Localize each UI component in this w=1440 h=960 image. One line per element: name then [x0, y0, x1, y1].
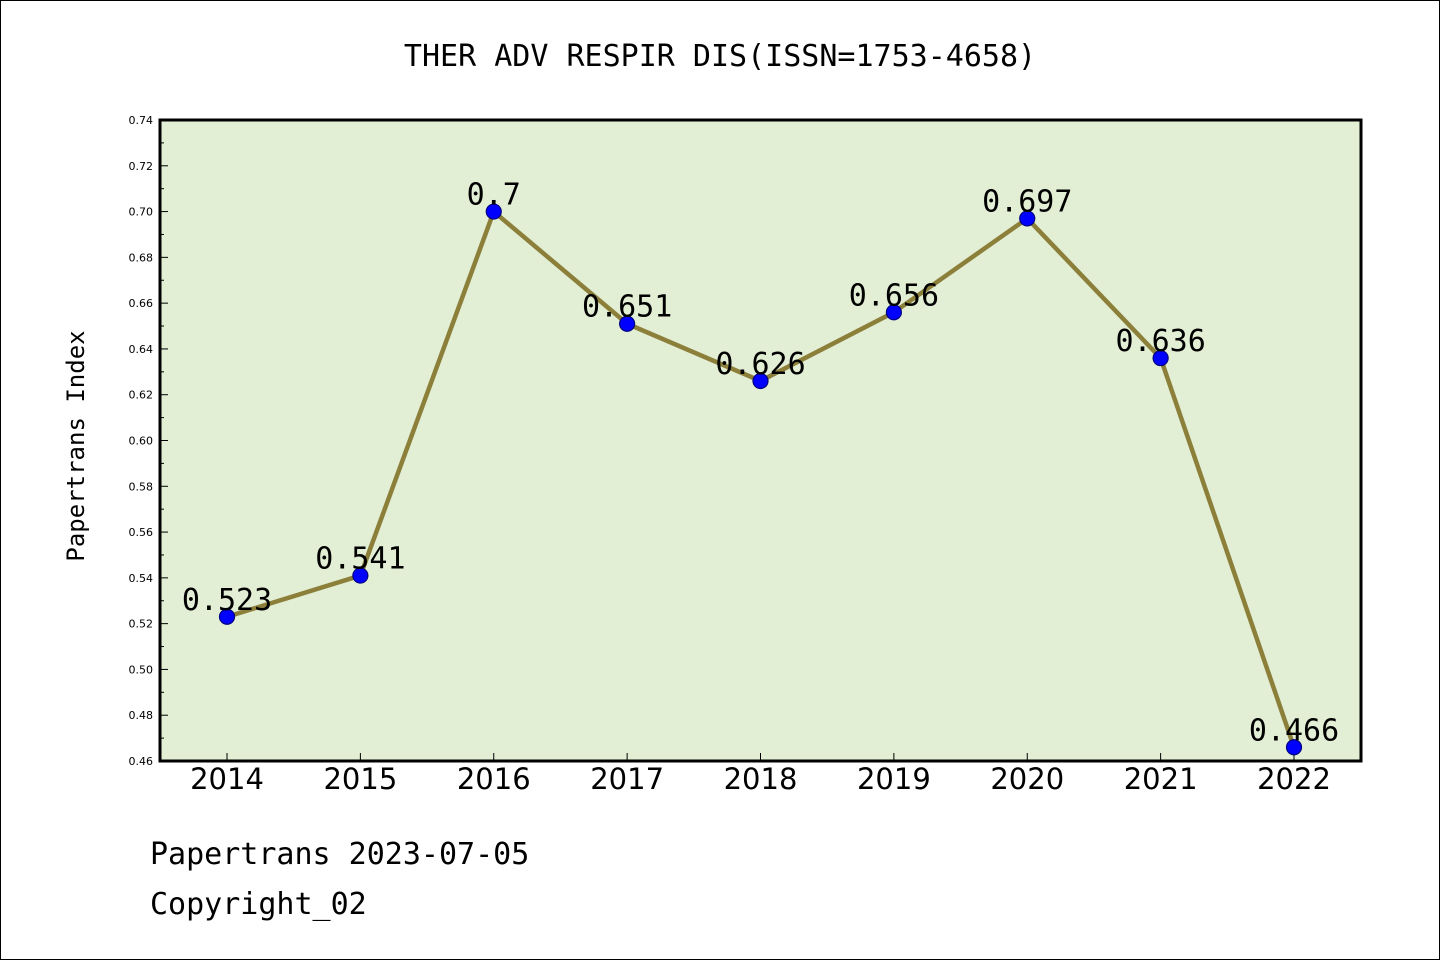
y-tick-label: 0.58 [129, 480, 154, 493]
x-tick-label: 2022 [1257, 762, 1331, 796]
data-point-label: 0.7 [467, 178, 521, 213]
x-tick-label: 2020 [990, 762, 1064, 796]
y-tick-label: 0.70 [129, 206, 154, 219]
data-point-label: 0.541 [315, 542, 405, 577]
y-tick-label: 0.46 [129, 755, 154, 768]
y-tick-label: 0.74 [129, 114, 154, 127]
x-tick-label: 2021 [1124, 762, 1198, 796]
y-tick-label: 0.50 [129, 663, 154, 676]
y-tick-label: 0.64 [129, 343, 154, 356]
y-tick-label: 0.66 [129, 297, 154, 310]
y-tick-label: 0.68 [129, 251, 154, 264]
data-point [885, 304, 902, 321]
x-tick-label: 2017 [590, 762, 664, 796]
data-point [1152, 349, 1169, 367]
data-point [218, 608, 236, 625]
y-tick-label: 0.48 [129, 709, 154, 722]
data-point-label: 0.651 [582, 290, 672, 325]
y-tick-label: 0.72 [129, 160, 154, 173]
x-tick-label: 2018 [724, 762, 798, 796]
chart-title: THER ADV RESPIR DIS(ISSN=1753-4658) [404, 39, 1036, 74]
series-layer [218, 203, 1303, 756]
x-tick-label: 2019 [857, 762, 931, 796]
data-labels: 0.523 0.541 0.7 0.651 0.626 0.656 0.697 0.636 0.… [182, 178, 1339, 749]
plot-area [160, 120, 1361, 761]
y-tick-label: 0.56 [129, 526, 154, 539]
data-point [352, 567, 369, 584]
data-point-label: 0.626 [715, 347, 805, 382]
x-axis: 2014 2015 2016 2017 2018 2019 2020 2021 2022 [190, 753, 1331, 796]
data-point-label: 0.697 [982, 184, 1072, 219]
data-point [619, 315, 636, 332]
data-point-label: 0.466 [1249, 713, 1339, 748]
data-point-label: 0.636 [1115, 324, 1205, 359]
y-tick-label: 0.62 [129, 389, 154, 402]
y-tick-label: 0.52 [129, 618, 154, 631]
y-tick-label: 0.54 [129, 572, 154, 585]
data-point-label: 0.523 [182, 583, 272, 618]
y-tick-label: 0.60 [129, 435, 154, 448]
footer-date: Papertrans 2023-07-05 [150, 837, 529, 872]
data-point-label: 0.656 [849, 278, 939, 313]
footer-copyright: Copyright_02 [150, 887, 367, 922]
x-tick-label: 2015 [323, 762, 397, 796]
y-axis-label: Papertrans Index [62, 330, 90, 561]
x-tick-label: 2014 [190, 762, 264, 796]
plot-frame [158, 118, 1363, 763]
data-point [1285, 739, 1303, 756]
data-point [752, 372, 769, 390]
data-point [485, 203, 502, 220]
data-point [1019, 210, 1036, 227]
x-tick-label: 2016 [457, 762, 531, 796]
